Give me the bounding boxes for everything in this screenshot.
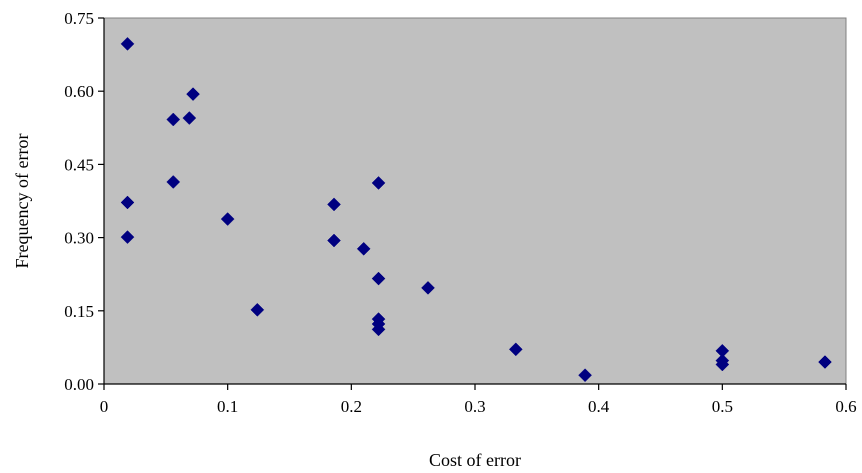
y-axis-title: Frequency of error <box>12 134 32 269</box>
y-tick-label: 0.15 <box>64 302 94 321</box>
x-tick-label: 0.5 <box>712 397 733 416</box>
y-tick-label: 0.30 <box>64 229 94 248</box>
y-tick-label: 0.00 <box>64 375 94 394</box>
data-point <box>120 230 135 244</box>
data-point <box>818 355 832 369</box>
x-axis: 0 0.1 0.2 0.3 0.4 0.5 0.6 <box>100 383 857 416</box>
data-point <box>327 197 341 212</box>
data-point <box>166 175 181 189</box>
x-tick-label: 0.4 <box>588 397 610 416</box>
data-point <box>371 322 386 337</box>
y-tick-label: 0.60 <box>64 82 94 101</box>
y-tick-label: 0.75 <box>64 9 94 28</box>
y-tick-label: 0.45 <box>64 155 94 174</box>
data-point <box>371 176 386 190</box>
data-point <box>166 112 181 127</box>
data-point <box>250 302 265 317</box>
x-tick-label: 0 <box>100 397 109 416</box>
x-axis-title: Cost of error <box>429 450 521 470</box>
plot-area <box>103 17 847 385</box>
data-point <box>120 195 135 210</box>
data-point <box>371 271 386 286</box>
data-point <box>182 111 197 125</box>
x-tick-label: 0.1 <box>217 397 238 416</box>
x-tick-label: 0.3 <box>464 397 485 416</box>
data-point <box>578 368 592 383</box>
data-point <box>356 241 371 256</box>
x-tick-label: 0.6 <box>835 397 856 416</box>
y-axis: 0.00 0.15 0.30 0.45 0.60 0.75 <box>64 9 105 394</box>
data-point <box>327 233 341 248</box>
data-point <box>120 37 135 51</box>
data-points <box>120 37 832 383</box>
data-point <box>186 87 200 101</box>
data-point <box>220 212 235 226</box>
data-point <box>715 357 730 372</box>
x-tick-label: 0.2 <box>341 397 362 416</box>
data-point <box>421 281 435 295</box>
data-point <box>508 342 523 357</box>
